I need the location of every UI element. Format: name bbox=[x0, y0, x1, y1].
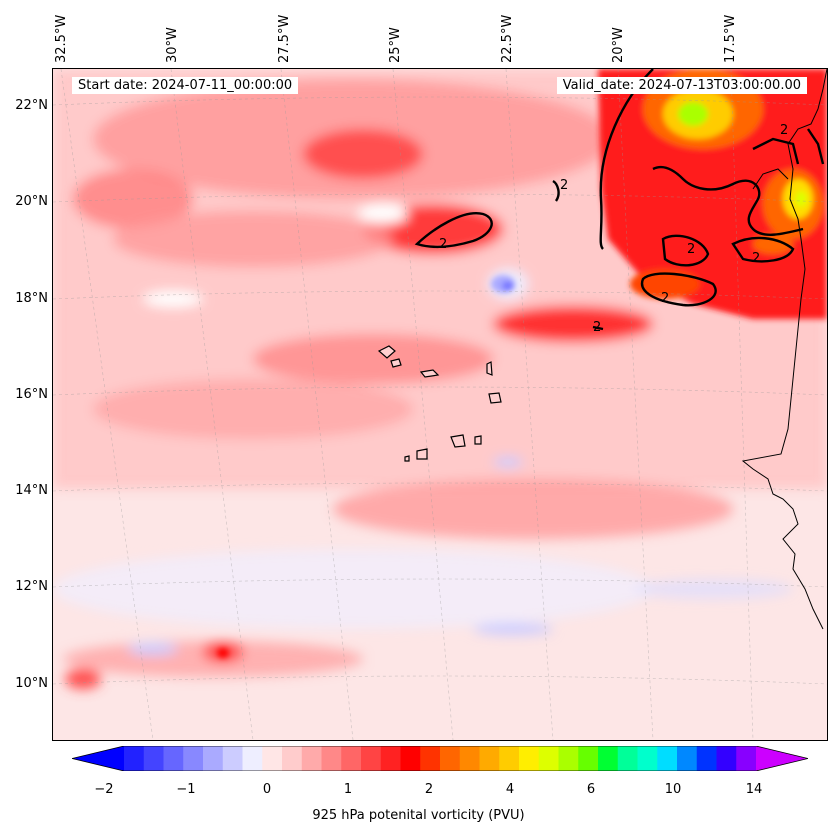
colorbar-swatch bbox=[538, 746, 559, 771]
coastline bbox=[741, 69, 827, 630]
cbar-tick-4: 4 bbox=[505, 782, 515, 797]
colorbar-swatch bbox=[440, 746, 461, 771]
colorbar-swatch bbox=[124, 746, 145, 771]
contour-label: 2 bbox=[439, 237, 447, 252]
pv-maximum bbox=[217, 69, 827, 658]
colorbar-swatch bbox=[242, 746, 263, 771]
contour-label: 2 bbox=[780, 123, 788, 138]
cbar-tick-10: 10 bbox=[664, 782, 682, 797]
colorbar-swatch bbox=[143, 746, 164, 771]
lon-label-17-5w: 17.5°W bbox=[723, 14, 738, 63]
map-panel: 2 2 2 2 2 2 2 bbox=[52, 68, 828, 741]
cape-verde-islands bbox=[377, 345, 502, 462]
lat-label-14n: 14°N bbox=[15, 483, 48, 498]
colorbar-swatch bbox=[163, 746, 184, 771]
cbar-tick-m1: −1 bbox=[176, 782, 196, 797]
colorbar-swatch bbox=[677, 746, 698, 771]
lon-label-30w: 30°W bbox=[165, 27, 180, 63]
contour-label: 2 bbox=[593, 320, 601, 335]
colorbar-extend-max bbox=[756, 746, 808, 771]
lon-label-20w: 20°W bbox=[611, 27, 626, 63]
colorbar-swatch bbox=[183, 746, 204, 771]
valid-date-label: Valid_date: 2024-07-13T03:00:00.00 bbox=[556, 77, 807, 94]
cbar-tick-m2: −2 bbox=[94, 782, 114, 797]
cbar-tick-2: 2 bbox=[424, 782, 434, 797]
colorbar-swatch bbox=[558, 746, 579, 771]
lat-label-20n: 20°N bbox=[15, 194, 48, 209]
lon-label-27-5w: 27.5°W bbox=[277, 14, 292, 63]
colorbar-swatch bbox=[479, 746, 500, 771]
cbar-tick-1: 1 bbox=[343, 782, 353, 797]
cbar-tick-0: 0 bbox=[262, 782, 272, 797]
contour-label: 2 bbox=[687, 242, 695, 257]
colorbar-swatch bbox=[321, 746, 342, 771]
lat-label-16n: 16°N bbox=[15, 387, 48, 402]
pv-2-contours bbox=[414, 69, 825, 331]
colorbar-swatch bbox=[617, 746, 638, 771]
colorbar-swatch bbox=[657, 746, 678, 771]
graticule bbox=[53, 69, 827, 740]
colorbar-swatch bbox=[459, 746, 480, 771]
lon-label-25w: 25°W bbox=[388, 27, 403, 63]
colorbar-swatch bbox=[420, 746, 441, 771]
colorbar-swatch bbox=[301, 746, 322, 771]
lat-label-22n: 22°N bbox=[15, 98, 48, 113]
colorbar-swatch bbox=[696, 746, 717, 771]
colorbar-swatch bbox=[222, 746, 243, 771]
colorbar-swatch bbox=[578, 746, 599, 771]
colorbar-swatch bbox=[499, 746, 520, 771]
colorbar-swatch bbox=[637, 746, 658, 771]
lon-label-22-5w: 22.5°W bbox=[500, 14, 515, 63]
lat-label-10n: 10°N bbox=[15, 676, 48, 691]
colorbar-swatch bbox=[736, 746, 757, 771]
colorbar-title: 925 hPa potenital vorticity (PVU) bbox=[312, 808, 525, 823]
contour-label: 2 bbox=[560, 178, 568, 193]
contour-labels: 2 2 2 2 2 2 2 bbox=[439, 123, 788, 335]
contour-label: 2 bbox=[752, 251, 760, 266]
start-date-label: Start date: 2024-07-11_00:00:00 bbox=[72, 77, 299, 94]
colorbar-swatch bbox=[361, 746, 382, 771]
colorbar-swatch bbox=[203, 746, 224, 771]
cbar-tick-6: 6 bbox=[586, 782, 596, 797]
lon-label-32-5w: 32.5°W bbox=[54, 14, 69, 63]
colorbar-swatch bbox=[341, 746, 362, 771]
pv-field: 2 2 2 2 2 2 2 bbox=[53, 69, 827, 740]
colorbar-swatch bbox=[400, 746, 421, 771]
colorbar-swatch bbox=[282, 746, 303, 771]
colorbar-swatch bbox=[716, 746, 737, 771]
contour-label: 2 bbox=[661, 291, 669, 306]
colorbar bbox=[72, 746, 808, 771]
colorbar-extend-min bbox=[72, 746, 124, 771]
lat-label-12n: 12°N bbox=[15, 579, 48, 594]
colorbar-swatch bbox=[519, 746, 540, 771]
cbar-tick-14: 14 bbox=[745, 782, 763, 797]
colorbar-swatch bbox=[598, 746, 619, 771]
colorbar-swatch bbox=[380, 746, 401, 771]
colorbar-swatch bbox=[262, 746, 283, 771]
lat-label-18n: 18°N bbox=[15, 291, 48, 306]
